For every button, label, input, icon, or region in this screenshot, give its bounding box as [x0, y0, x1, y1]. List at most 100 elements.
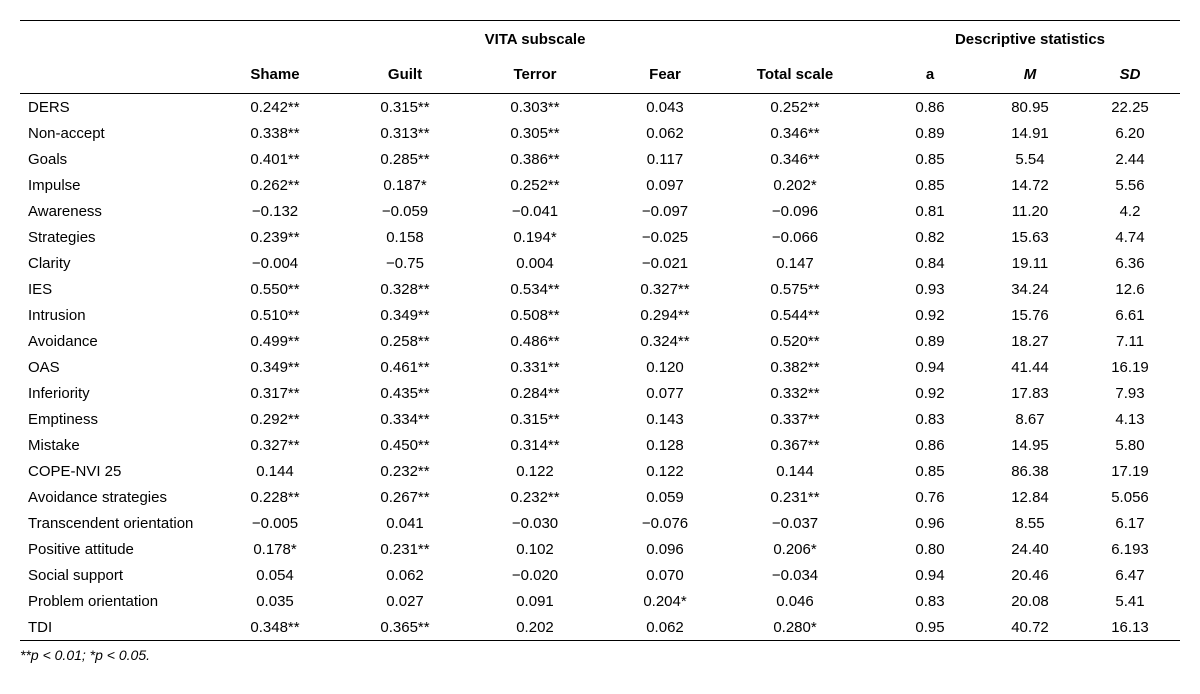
cell: 0.450**: [340, 432, 470, 458]
cell: 12.84: [980, 484, 1080, 510]
cell: 0.285**: [340, 146, 470, 172]
gap-cell: [860, 510, 880, 536]
gap-cell: [860, 406, 880, 432]
table-row: OAS0.349**0.461**0.331**0.1200.382**0.94…: [20, 354, 1180, 380]
cell: 6.17: [1080, 510, 1180, 536]
gap-cell: [860, 224, 880, 250]
gap-cell: [860, 536, 880, 562]
cell: 11.20: [980, 198, 1080, 224]
cell: 0.334**: [340, 406, 470, 432]
cell: 6.20: [1080, 120, 1180, 146]
cell: 0.332**: [730, 380, 860, 406]
cell: 0.147: [730, 250, 860, 276]
table-row: Clarity−0.004−0.750.004−0.0210.1470.8419…: [20, 250, 1180, 276]
col-fear: Fear: [600, 56, 730, 94]
cell: 0.004: [470, 250, 600, 276]
cell: 0.337**: [730, 406, 860, 432]
col-guilt: Guilt: [340, 56, 470, 94]
cell: 0.94: [880, 354, 980, 380]
gap-cell: [860, 328, 880, 354]
row-label: Clarity: [20, 250, 210, 276]
table-row: Mistake0.327**0.450**0.314**0.1280.367**…: [20, 432, 1180, 458]
cell: 34.24: [980, 276, 1080, 302]
cell: 0.349**: [210, 354, 340, 380]
table-row: Strategies0.239**0.1580.194*−0.025−0.066…: [20, 224, 1180, 250]
cell: 0.76: [880, 484, 980, 510]
row-label: Avoidance strategies: [20, 484, 210, 510]
cell: −0.004: [210, 250, 340, 276]
gap-cell: [860, 458, 880, 484]
cell: 0.062: [340, 562, 470, 588]
gap-cell: [860, 94, 880, 121]
cell: 0.520**: [730, 328, 860, 354]
cell: −0.025: [600, 224, 730, 250]
cell: 16.19: [1080, 354, 1180, 380]
col-total: Total scale: [730, 56, 860, 94]
table-row: Social support0.0540.062−0.0200.070−0.03…: [20, 562, 1180, 588]
cell: 0.096: [600, 536, 730, 562]
row-label: Strategies: [20, 224, 210, 250]
gap-cell: [860, 250, 880, 276]
cell: 0.315**: [470, 406, 600, 432]
cell: 0.346**: [730, 120, 860, 146]
cell: 0.232**: [470, 484, 600, 510]
cell: 0.82: [880, 224, 980, 250]
cell: 0.194*: [470, 224, 600, 250]
cell: 40.72: [980, 614, 1080, 641]
cell: 22.25: [1080, 94, 1180, 121]
cell: 6.47: [1080, 562, 1180, 588]
cell: −0.076: [600, 510, 730, 536]
cell: 0.062: [600, 120, 730, 146]
cell: 0.178*: [210, 536, 340, 562]
table-row: DERS0.242**0.315**0.303**0.0430.252**0.8…: [20, 94, 1180, 121]
cell: 0.96: [880, 510, 980, 536]
table-row: IES0.550**0.328**0.534**0.327**0.575**0.…: [20, 276, 1180, 302]
col-sd: SD: [1080, 56, 1180, 94]
cell: 0.349**: [340, 302, 470, 328]
cell: 0.81: [880, 198, 980, 224]
cell: 0.252**: [730, 94, 860, 121]
cell: −0.020: [470, 562, 600, 588]
cell: 0.054: [210, 562, 340, 588]
cell: 2.44: [1080, 146, 1180, 172]
header-group-vita: VITA subscale: [210, 21, 860, 57]
row-label: Awareness: [20, 198, 210, 224]
cell: 41.44: [980, 354, 1080, 380]
cell: 0.202: [470, 614, 600, 641]
col-shame: Shame: [210, 56, 340, 94]
cell: 0.346**: [730, 146, 860, 172]
cell: 0.041: [340, 510, 470, 536]
cell: −0.005: [210, 510, 340, 536]
col-m: M: [980, 56, 1080, 94]
row-label: IES: [20, 276, 210, 302]
cell: 20.46: [980, 562, 1080, 588]
cell: 0.83: [880, 588, 980, 614]
row-label: Positive attitude: [20, 536, 210, 562]
row-label: Problem orientation: [20, 588, 210, 614]
cell: 0.314**: [470, 432, 600, 458]
cell: 0.499**: [210, 328, 340, 354]
cell: 0.097: [600, 172, 730, 198]
col-a: a: [880, 56, 980, 94]
cell: 0.435**: [340, 380, 470, 406]
cell: 0.303**: [470, 94, 600, 121]
cell: 0.85: [880, 458, 980, 484]
cell: 0.386**: [470, 146, 600, 172]
cell: 8.55: [980, 510, 1080, 536]
cell: 14.91: [980, 120, 1080, 146]
cell: 6.36: [1080, 250, 1180, 276]
cell: 12.6: [1080, 276, 1180, 302]
cell: 0.122: [600, 458, 730, 484]
gap-cell: [860, 562, 880, 588]
cell: 0.550**: [210, 276, 340, 302]
cell: 0.92: [880, 302, 980, 328]
cell: 0.324**: [600, 328, 730, 354]
cell: 0.231**: [730, 484, 860, 510]
cell: 0.120: [600, 354, 730, 380]
cell: 0.102: [470, 536, 600, 562]
cell: −0.097: [600, 198, 730, 224]
cell: 0.80: [880, 536, 980, 562]
gap-cell: [860, 120, 880, 146]
cell: 20.08: [980, 588, 1080, 614]
cell: 0.331**: [470, 354, 600, 380]
